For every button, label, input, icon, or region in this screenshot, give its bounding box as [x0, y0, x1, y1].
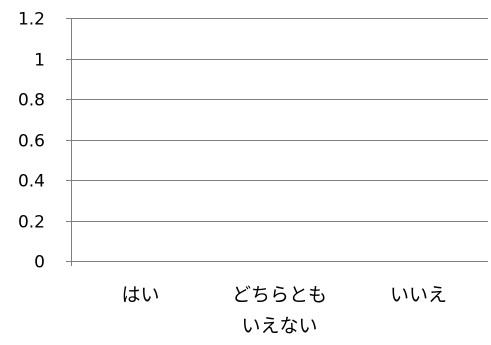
value-axis: 0 0.2 0.4 0.6 0.8 1 1.2: [18, 10, 72, 273]
y-tick-label: 0.4: [18, 172, 45, 192]
y-tick-label: 0.8: [18, 91, 45, 111]
y-tick-label: 1: [34, 51, 45, 71]
gridlines: [71, 18, 488, 222]
x-category-label: いいえ: [390, 284, 447, 306]
y-tick-label: 0.6: [18, 132, 45, 152]
x-category-label: どちらともいえない: [232, 284, 327, 337]
x-category-label: はい: [121, 284, 159, 306]
category-axis: はい どちらともいえない いいえ: [71, 261, 488, 337]
y-tick-label: 0.2: [18, 213, 45, 233]
y-tick-label: 0: [34, 253, 45, 273]
y-tick-label: 1.2: [18, 10, 45, 30]
